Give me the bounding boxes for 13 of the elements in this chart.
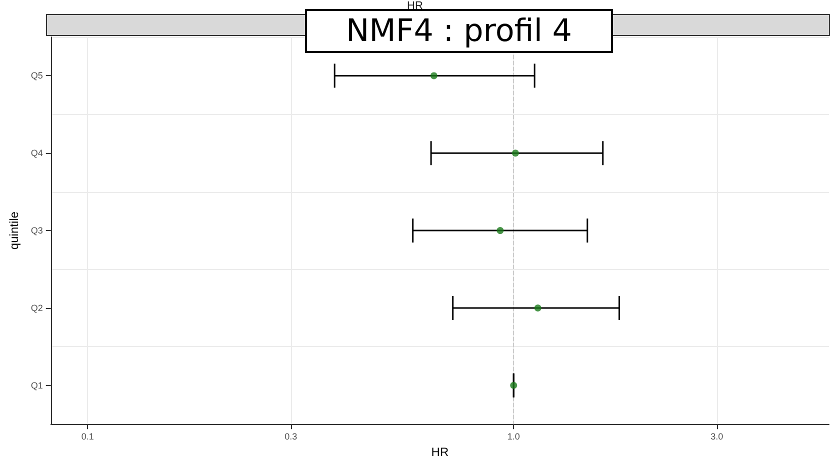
x-tick-label: 3.0	[710, 432, 724, 442]
chart-title: HR	[406, 0, 424, 12]
y-tick-label: Q5	[30, 70, 43, 81]
y-axis-title: quintile	[7, 211, 21, 250]
y-tick-label: Q2	[30, 302, 43, 313]
x-axis-title: HR	[431, 445, 449, 459]
y-tick-label: Q1	[30, 380, 43, 390]
x-tick-label: 0.1	[81, 432, 94, 442]
annotation: NMF4 : profil 4	[346, 13, 572, 49]
y-tick-label: Q4	[30, 148, 43, 158]
x-tick-label: 0.3	[284, 432, 298, 442]
y-tick-label: Q3	[30, 226, 43, 236]
x-tick-label: 1.0	[507, 432, 520, 442]
